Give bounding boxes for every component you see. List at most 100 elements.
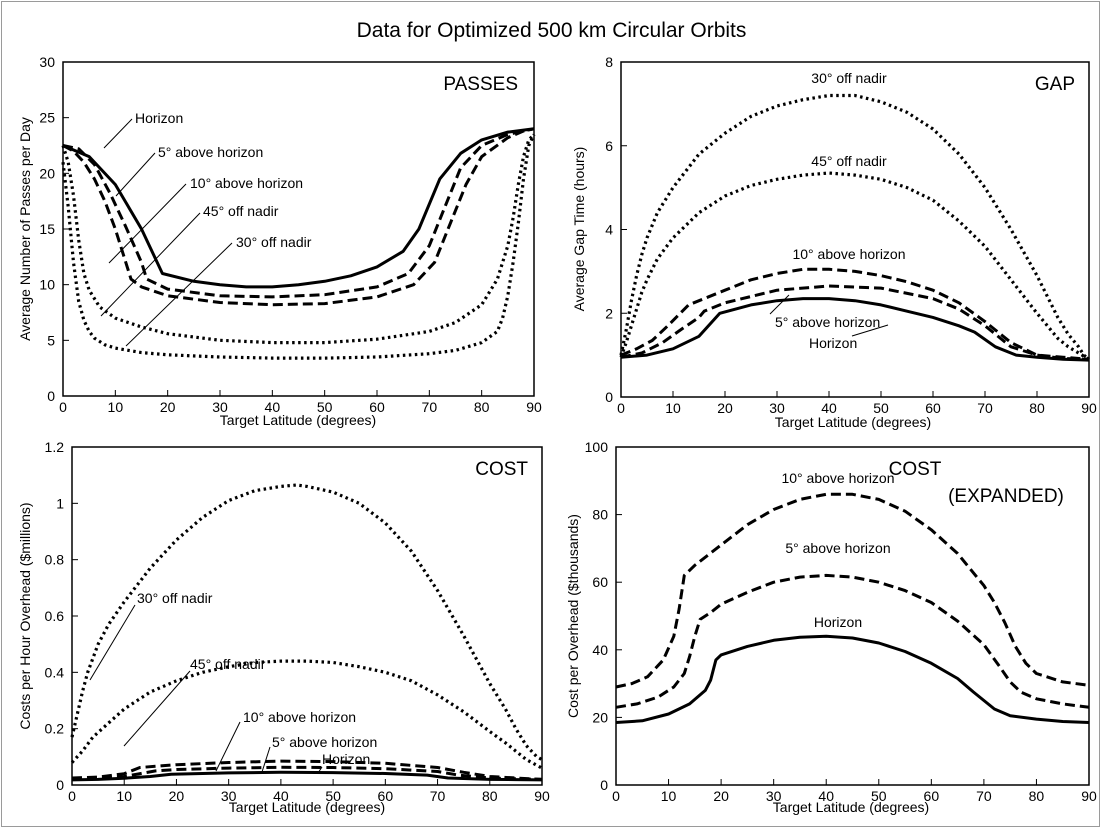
- x-tick-label: 80: [474, 399, 490, 415]
- annotation-horizon: Horizon: [135, 110, 183, 126]
- annotation-horizon: Horizon: [322, 751, 370, 767]
- y-axis-label: Average Gap Time (hours): [571, 147, 587, 312]
- x-tick-label: 40: [821, 400, 837, 416]
- x-axis-label: Target Latitude (degrees): [229, 799, 385, 815]
- annotation-30-off-nadir: 30° off nadir: [811, 70, 887, 86]
- annotation-30-off-nadir: 30° off nadir: [236, 234, 312, 250]
- x-tick-label: 40: [818, 788, 834, 804]
- y-axis-label: Average Number of Passes per Day: [17, 117, 33, 341]
- x-tick-label: 70: [422, 399, 438, 415]
- x-tick-label: 70: [977, 400, 993, 416]
- x-tick-label: 90: [1081, 400, 1097, 416]
- x-tick-label: 20: [169, 788, 185, 804]
- x-tick-label: 90: [534, 788, 550, 804]
- x-tick-label: 70: [976, 788, 992, 804]
- x-tick-label: 90: [526, 399, 542, 415]
- y-tick-label: 2: [605, 305, 613, 321]
- y-axis-label: Cost per Overhead ($thousands): [565, 514, 581, 718]
- annotation-horizon: Horizon: [809, 335, 857, 351]
- x-tick-label: 60: [369, 399, 385, 415]
- x-tick-label: 30: [212, 399, 228, 415]
- annotation-10-above-horizon: 10° above horizon: [243, 709, 356, 725]
- annotation-30-off-nadir: 30° off nadir: [137, 590, 213, 606]
- x-axis-label: Target Latitude (degrees): [775, 414, 931, 430]
- x-tick-label: 30: [766, 788, 782, 804]
- x-axis-label: Target Latitude (degrees): [773, 799, 929, 815]
- annotation-horizon: Horizon: [814, 614, 862, 630]
- y-tick-label: 0: [600, 777, 608, 793]
- annotation-45-off-nadir: 45° off nadir: [190, 656, 266, 672]
- x-tick-label: 20: [717, 400, 733, 416]
- y-tick-label: 15: [39, 221, 55, 237]
- x-tick-label: 20: [160, 399, 176, 415]
- y-tick-label: 40: [592, 642, 608, 658]
- annotation-5-above-horizon: 5° above horizon: [775, 314, 880, 330]
- y-tick-label: 1.2: [45, 439, 65, 455]
- y-tick-label: 0: [47, 388, 55, 404]
- y-tick-label: 25: [39, 110, 55, 126]
- x-tick-label: 80: [482, 788, 498, 804]
- series-line: [619, 171, 1090, 361]
- x-tick-label: 50: [317, 399, 333, 415]
- x-tick-label: 60: [924, 788, 940, 804]
- y-tick-label: 0: [56, 777, 64, 793]
- series-line: [62, 127, 535, 307]
- series-line: [70, 483, 543, 762]
- y-tick-label: 0.4: [45, 664, 65, 680]
- x-tick-label: 20: [713, 788, 729, 804]
- y-tick-label: 4: [605, 222, 613, 238]
- y-tick-label: 80: [592, 507, 608, 523]
- x-tick-label: 60: [378, 788, 394, 804]
- y-tick-label: 1: [56, 495, 64, 511]
- y-tick-label: 100: [585, 439, 609, 455]
- x-tick-label: 0: [68, 788, 76, 804]
- x-tick-label: 30: [769, 400, 785, 416]
- series-annotations: 10° above horizon 5° above horizon Horiz…: [781, 470, 894, 630]
- x-tick-label: 0: [59, 399, 67, 415]
- x-tick-label: 80: [1029, 788, 1045, 804]
- series-line: [71, 765, 543, 781]
- x-tick-label: 40: [265, 399, 281, 415]
- plot-area: [615, 446, 1090, 786]
- y-tick-label: 10: [39, 277, 55, 293]
- y-tick-label: 8: [605, 54, 613, 70]
- y-tick-label: 0.2: [45, 721, 65, 737]
- x-tick-label: 0: [617, 400, 625, 416]
- annotation-5-above-horizon: 5° above horizon: [158, 144, 263, 160]
- annotation-45-off-nadir: 45° off nadir: [203, 203, 279, 219]
- annotation-10-above-horizon: 10° above horizon: [781, 470, 894, 486]
- series-line: [619, 93, 1091, 361]
- panel-title-line2: (EXPANDED): [948, 486, 1064, 507]
- series-line: [620, 267, 1090, 361]
- series-line: [615, 634, 1090, 724]
- series-line: [62, 127, 535, 289]
- panel-title: PASSES: [443, 74, 518, 95]
- x-tick-label: 40: [273, 788, 289, 804]
- series-line: [615, 492, 1090, 689]
- y-tick-label: 6: [605, 138, 613, 154]
- figure-title: Data for Optimized 500 km Circular Orbit…: [356, 19, 747, 42]
- x-tick-label: 50: [871, 788, 887, 804]
- series-line: [61, 133, 536, 345]
- y-tick-label: 0.8: [45, 552, 65, 568]
- y-tick-label: 0: [605, 389, 613, 405]
- x-tick-label: 50: [325, 788, 341, 804]
- annotation-5-above-horizon: 5° above horizon: [272, 734, 377, 750]
- x-tick-label: 30: [221, 788, 237, 804]
- x-axis-label: Target Latitude (degrees): [220, 412, 376, 428]
- y-axis-label: Costs per Hour Overhead ($millions): [17, 502, 33, 729]
- series-line: [71, 770, 543, 782]
- annotation-10-above-horizon: 10° above horizon: [792, 246, 905, 262]
- x-tick-label: 80: [1029, 400, 1045, 416]
- x-tick-label: 10: [665, 400, 681, 416]
- panel-title: GAP: [1035, 74, 1075, 95]
- series-annotations: 30° off nadir 45° off nadir 10° above ho…: [769, 70, 906, 351]
- panel-title: COST: [475, 459, 528, 480]
- x-tick-label: 60: [925, 400, 941, 416]
- annotation-45-off-nadir: 45° off nadir: [811, 153, 887, 169]
- x-tick-label: 10: [108, 399, 124, 415]
